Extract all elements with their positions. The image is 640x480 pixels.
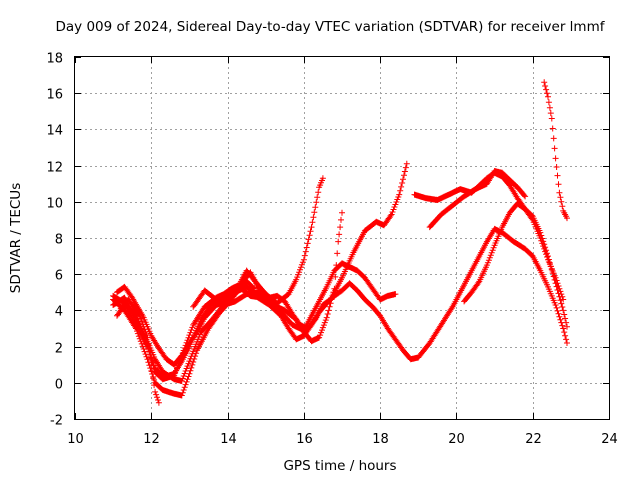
y-tick-label: 6 xyxy=(55,269,63,284)
series-track-3 xyxy=(110,160,410,399)
y-tick-label: 2 xyxy=(55,342,63,357)
y-tick-label: -2 xyxy=(50,414,63,429)
y-tick-label: 10 xyxy=(46,197,63,212)
plus-markers xyxy=(541,79,570,222)
y-tick-label: 16 xyxy=(46,88,63,103)
y-tick-label: 14 xyxy=(46,124,63,139)
y-tick-label: 12 xyxy=(46,161,63,176)
x-tick-label: 12 xyxy=(143,432,160,447)
y-tick-label: 8 xyxy=(55,233,63,248)
series-track-10 xyxy=(461,200,570,330)
x-tick-label: 18 xyxy=(372,432,389,447)
chart-title: Day 009 of 2024, Sidereal Day-to-day VTE… xyxy=(56,19,606,35)
series-track-7 xyxy=(117,296,162,406)
series-track-9 xyxy=(426,168,529,231)
series-track-6 xyxy=(114,278,258,368)
y-axis-title: SDTVAR / TECUs xyxy=(8,183,24,293)
x-tick-label: 24 xyxy=(601,432,618,447)
x-tick-label: 22 xyxy=(525,432,542,447)
plus-markers xyxy=(426,168,529,231)
y-tick-label: 0 xyxy=(55,378,63,393)
x-axis-title: GPS time / hours xyxy=(283,458,396,474)
plus-markers xyxy=(461,200,570,330)
series-track-5 xyxy=(190,209,345,345)
plus-markers xyxy=(114,278,258,368)
series-track-11 xyxy=(541,79,570,222)
x-tick-label: 14 xyxy=(220,432,237,447)
series-layer xyxy=(110,79,570,406)
x-tick-label: 16 xyxy=(296,432,313,447)
x-tick-label: 10 xyxy=(67,432,84,447)
plus-markers xyxy=(117,296,162,406)
y-tick-label: 18 xyxy=(46,52,63,67)
y-tick-label: 4 xyxy=(55,305,63,320)
plot-frame xyxy=(74,56,610,420)
x-tick-label: 20 xyxy=(448,432,465,447)
plus-markers xyxy=(110,160,410,399)
plus-markers xyxy=(190,209,345,345)
